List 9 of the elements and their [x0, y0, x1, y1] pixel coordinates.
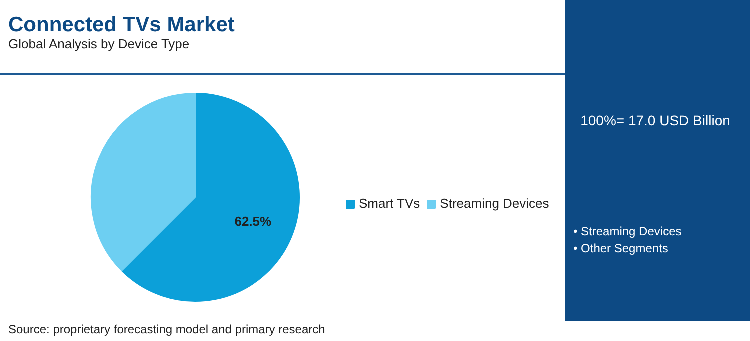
source-note: Source: proprietary forecasting model and primary research [8, 322, 326, 336]
text: • Streaming Devices [574, 224, 682, 238]
text: • Other Segments [574, 242, 668, 256]
chart-subtitle: Global Analysis by Device Type [8, 36, 190, 52]
legend-label: Smart TVs [359, 196, 420, 211]
text: 100%= 17.0 USD Billion [580, 112, 730, 128]
chart-title: Connected TVs Market [8, 14, 235, 36]
data-label: 62.5% [234, 214, 272, 229]
legend-label: Streaming Devices [440, 196, 550, 211]
